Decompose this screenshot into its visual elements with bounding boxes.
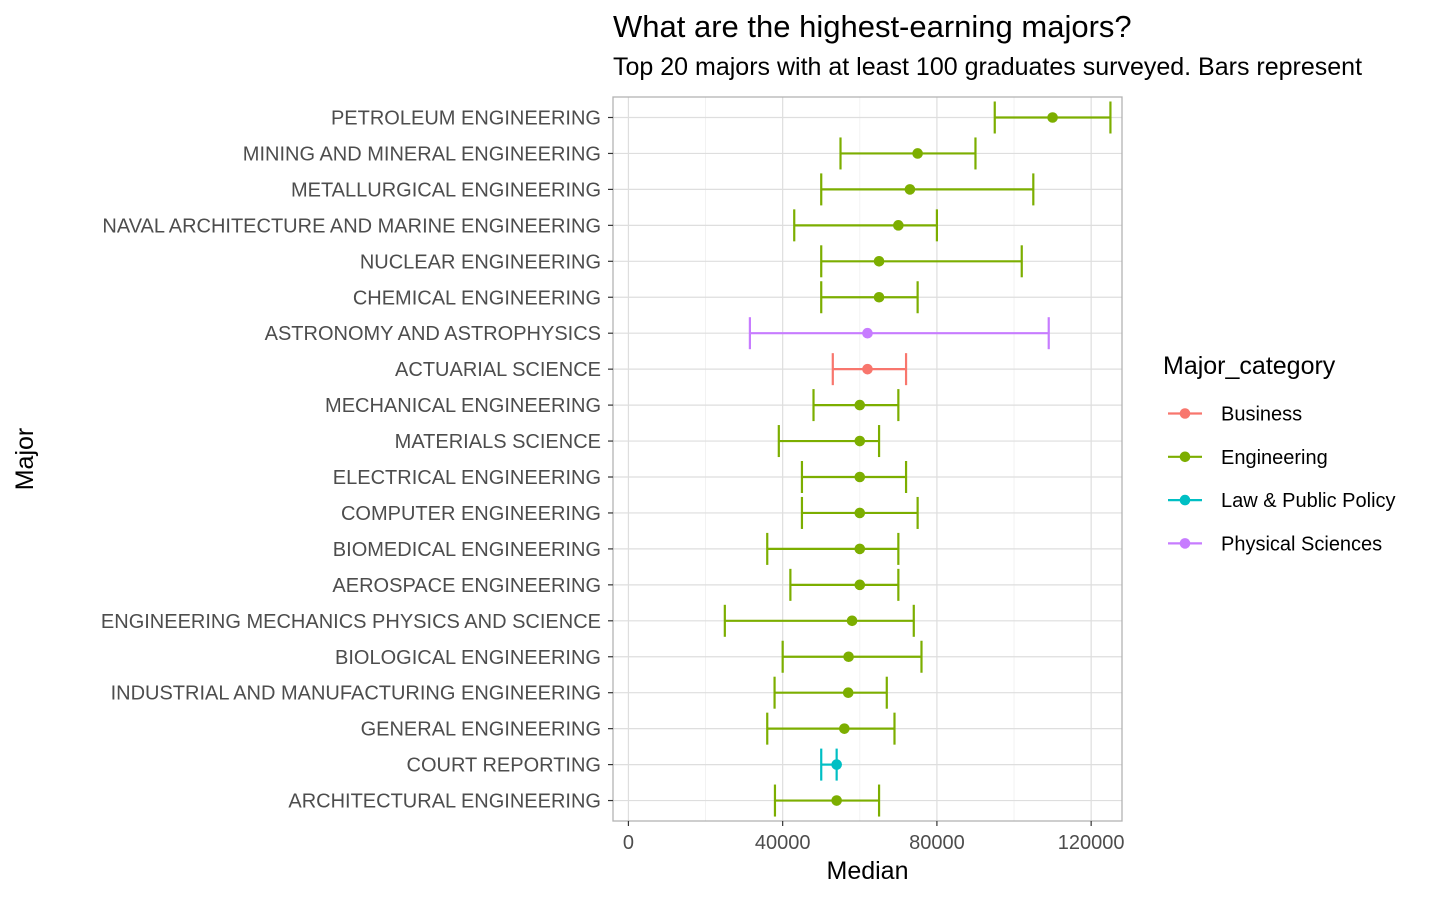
- legend-entries: Business Engineering Law & Public Policy Ph…: [1168, 404, 1396, 555]
- y-axis-title: Major: [11, 428, 39, 491]
- legend-key-point: [1179, 494, 1191, 506]
- median-point: [854, 435, 866, 447]
- x-axis: 0 40000 80000 120000: [623, 821, 1125, 854]
- median-point: [839, 723, 850, 734]
- errorbar: [839, 137, 977, 170]
- y-tick-label: GENERAL ENGINEERING: [361, 719, 601, 741]
- median-point: [842, 687, 854, 698]
- chart-subtitle: Top 20 majors with at least 100 graduate…: [613, 53, 1362, 81]
- median-point: [854, 399, 866, 411]
- errorbar: [766, 532, 900, 565]
- errorbar: [723, 604, 915, 637]
- y-tick-label: BIOMEDICAL ENGINEERING: [333, 539, 601, 561]
- y-tick-label: NAVAL ARCHITECTURE AND MARINE ENGINEERIN…: [102, 215, 601, 237]
- grid-layer: [613, 97, 1122, 821]
- median-point: [862, 327, 873, 339]
- errorbar: [766, 712, 896, 745]
- errorbar: [800, 461, 908, 493]
- y-tick-label: ACTUARIAL SCIENCE: [395, 359, 601, 381]
- y-tick-label: BIOLOGICAL ENGINEERING: [335, 647, 601, 669]
- median-point: [904, 184, 916, 195]
- errorbar: [748, 317, 1050, 350]
- legend-entry: Physical Sciences: [1168, 533, 1382, 555]
- y-tick-label: ELECTRICAL ENGINEERING: [333, 467, 601, 489]
- errorbar: [820, 173, 1035, 206]
- legend-entry: Engineering: [1168, 447, 1328, 469]
- errorbar: [793, 209, 939, 242]
- x-tick-label: 40000: [755, 832, 811, 854]
- y-tick-label: AEROSPACE ENGINEERING: [332, 575, 601, 597]
- errorbar: [789, 568, 900, 601]
- legend-key-point: [1179, 538, 1191, 549]
- errorbar: [820, 281, 919, 314]
- legend-label: Business: [1221, 404, 1302, 426]
- y-tick-label: COMPUTER ENGINEERING: [341, 503, 601, 525]
- median-point: [843, 651, 854, 663]
- median-point: [854, 579, 866, 591]
- median-point: [862, 363, 873, 375]
- y-tick-label: ENGINEERING MECHANICS PHYSICS AND SCIENC…: [101, 611, 601, 633]
- y-tick-label: INDUSTRIAL AND MANUFACTURING ENGINEERING: [111, 683, 601, 705]
- median-point: [912, 148, 923, 159]
- y-axis: PETROLEUM ENGINEERING MINING AND MINERAL …: [101, 108, 613, 813]
- y-tick-label: PETROLEUM ENGINEERING: [331, 108, 601, 130]
- errorbar: [820, 245, 1023, 278]
- y-tick-label: ASTRONOMY AND ASTROPHYSICS: [265, 323, 601, 345]
- legend-key-point: [1179, 408, 1191, 419]
- x-tick-label: 120000: [1058, 832, 1125, 854]
- median-point: [873, 255, 885, 267]
- median-point: [854, 543, 866, 555]
- median-point: [854, 471, 866, 483]
- legend-label: Engineering: [1221, 447, 1328, 469]
- x-tick-label: 0: [623, 832, 634, 854]
- x-axis-title: Median: [827, 857, 909, 885]
- legend: Major_category Business Engineering Law & …: [1163, 352, 1396, 555]
- y-tick-label: COURT REPORTING: [407, 755, 601, 777]
- legend-entry: Law & Public Policy: [1168, 490, 1396, 512]
- errorbar: [773, 784, 881, 817]
- median-point: [854, 507, 866, 519]
- median-point: [893, 220, 904, 231]
- legend-title: Major_category: [1163, 352, 1336, 380]
- median-point: [846, 615, 858, 627]
- y-tick-label: MATERIALS SCIENCE: [395, 431, 601, 453]
- y-tick-label: ARCHITECTURAL ENGINEERING: [288, 791, 601, 813]
- plot-panel-border: [612, 96, 1123, 822]
- chart-title: What are the highest-earning majors?: [613, 9, 1132, 44]
- y-tick-label: MINING AND MINERAL ENGINEERING: [243, 143, 601, 165]
- y-tick-label: MECHANICAL ENGINEERING: [325, 395, 601, 417]
- legend-label: Law & Public Policy: [1221, 490, 1396, 512]
- y-tick-label: METALLURGICAL ENGINEERING: [291, 179, 601, 201]
- y-tick-label: NUCLEAR ENGINEERING: [360, 251, 601, 273]
- median-point: [831, 795, 842, 806]
- median-point: [831, 759, 842, 770]
- legend-key-point: [1179, 451, 1191, 463]
- median-point: [1047, 112, 1058, 123]
- y-tick-label: CHEMICAL ENGINEERING: [353, 287, 601, 309]
- legend-entry: Business: [1168, 404, 1302, 426]
- point-layer: [831, 112, 1058, 806]
- median-point: [873, 291, 885, 303]
- legend-label: Physical Sciences: [1221, 533, 1382, 555]
- errorbar: [773, 676, 888, 709]
- x-tick-label: 80000: [909, 832, 965, 854]
